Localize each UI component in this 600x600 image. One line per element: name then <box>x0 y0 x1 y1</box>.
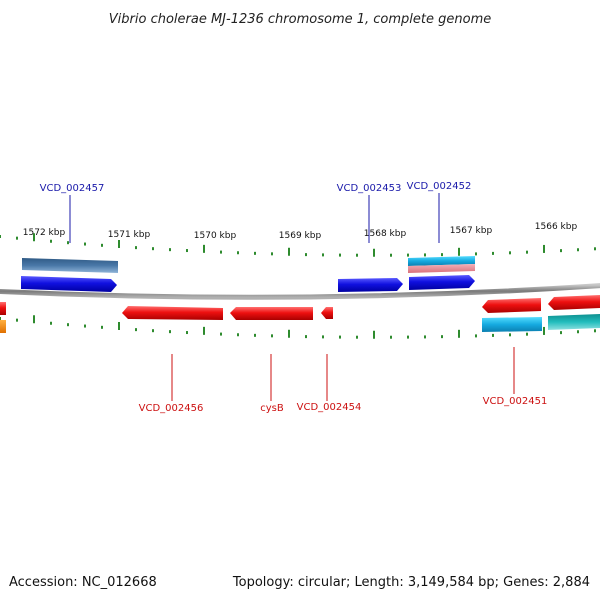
gene-track-reverse <box>0 295 600 320</box>
gene-label[interactable]: VCD_002453 <box>337 183 402 194</box>
gene-label[interactable]: cysB <box>260 403 284 414</box>
label-leaders <box>69 193 515 401</box>
kbp-label: 1567 kbp <box>450 226 493 236</box>
gene-labels: VCD_002457 VCD_002453 VCD_002452 VCD_002… <box>40 181 548 414</box>
kbp-label: 1570 kbp <box>194 231 237 241</box>
gene-track-inner <box>0 314 600 333</box>
gene-label[interactable]: VCD_002451 <box>483 396 548 407</box>
chromosome-backbone <box>0 283 600 300</box>
genome-title: Vibrio cholerae MJ-1236 chromosome 1, co… <box>109 12 491 27</box>
gene-feature[interactable] <box>548 314 600 330</box>
gene-vcd-002453[interactable] <box>338 278 403 292</box>
gene-label[interactable]: VCD_002452 <box>407 181 472 192</box>
tick-track-inner <box>0 315 596 339</box>
gene-vcd-002457[interactable] <box>21 276 117 292</box>
gene-label[interactable]: VCD_002457 <box>40 183 105 194</box>
gene-label[interactable]: VCD_002456 <box>139 403 204 414</box>
topology-text: Topology: circular; Length: 3,149,584 bp… <box>232 575 590 590</box>
gene-feature[interactable] <box>408 264 475 273</box>
gene-edge-left-orange[interactable] <box>0 320 6 333</box>
gene-edge-left-red[interactable] <box>0 302 6 315</box>
gene-feature[interactable] <box>408 256 475 266</box>
gene-edge-right-red[interactable] <box>548 295 600 310</box>
gene-feature[interactable] <box>482 317 542 332</box>
kbp-label: 1572 kbp <box>23 228 66 238</box>
kbp-scale: 1572 kbp 1571 kbp 1570 kbp 1569 kbp 1568… <box>23 222 578 241</box>
gene-track-forward <box>21 275 475 292</box>
gene-track-outer <box>22 256 475 273</box>
kbp-label: 1569 kbp <box>279 231 322 241</box>
gene-cysb[interactable] <box>230 307 313 320</box>
accession-text: Accession: NC_012668 <box>9 575 157 590</box>
kbp-label: 1566 kbp <box>535 222 578 232</box>
gene-vcd-002454[interactable] <box>321 307 333 319</box>
tick-track-outer <box>0 233 596 257</box>
kbp-label: 1571 kbp <box>108 230 151 240</box>
gene-vcd-002451[interactable] <box>482 298 541 313</box>
kbp-label: 1568 kbp <box>364 229 407 239</box>
gene-vcd-002452[interactable] <box>409 275 475 290</box>
gene-feature[interactable] <box>22 258 118 273</box>
gene-vcd-002456[interactable] <box>122 306 223 320</box>
gene-label[interactable]: VCD_002454 <box>297 402 362 413</box>
